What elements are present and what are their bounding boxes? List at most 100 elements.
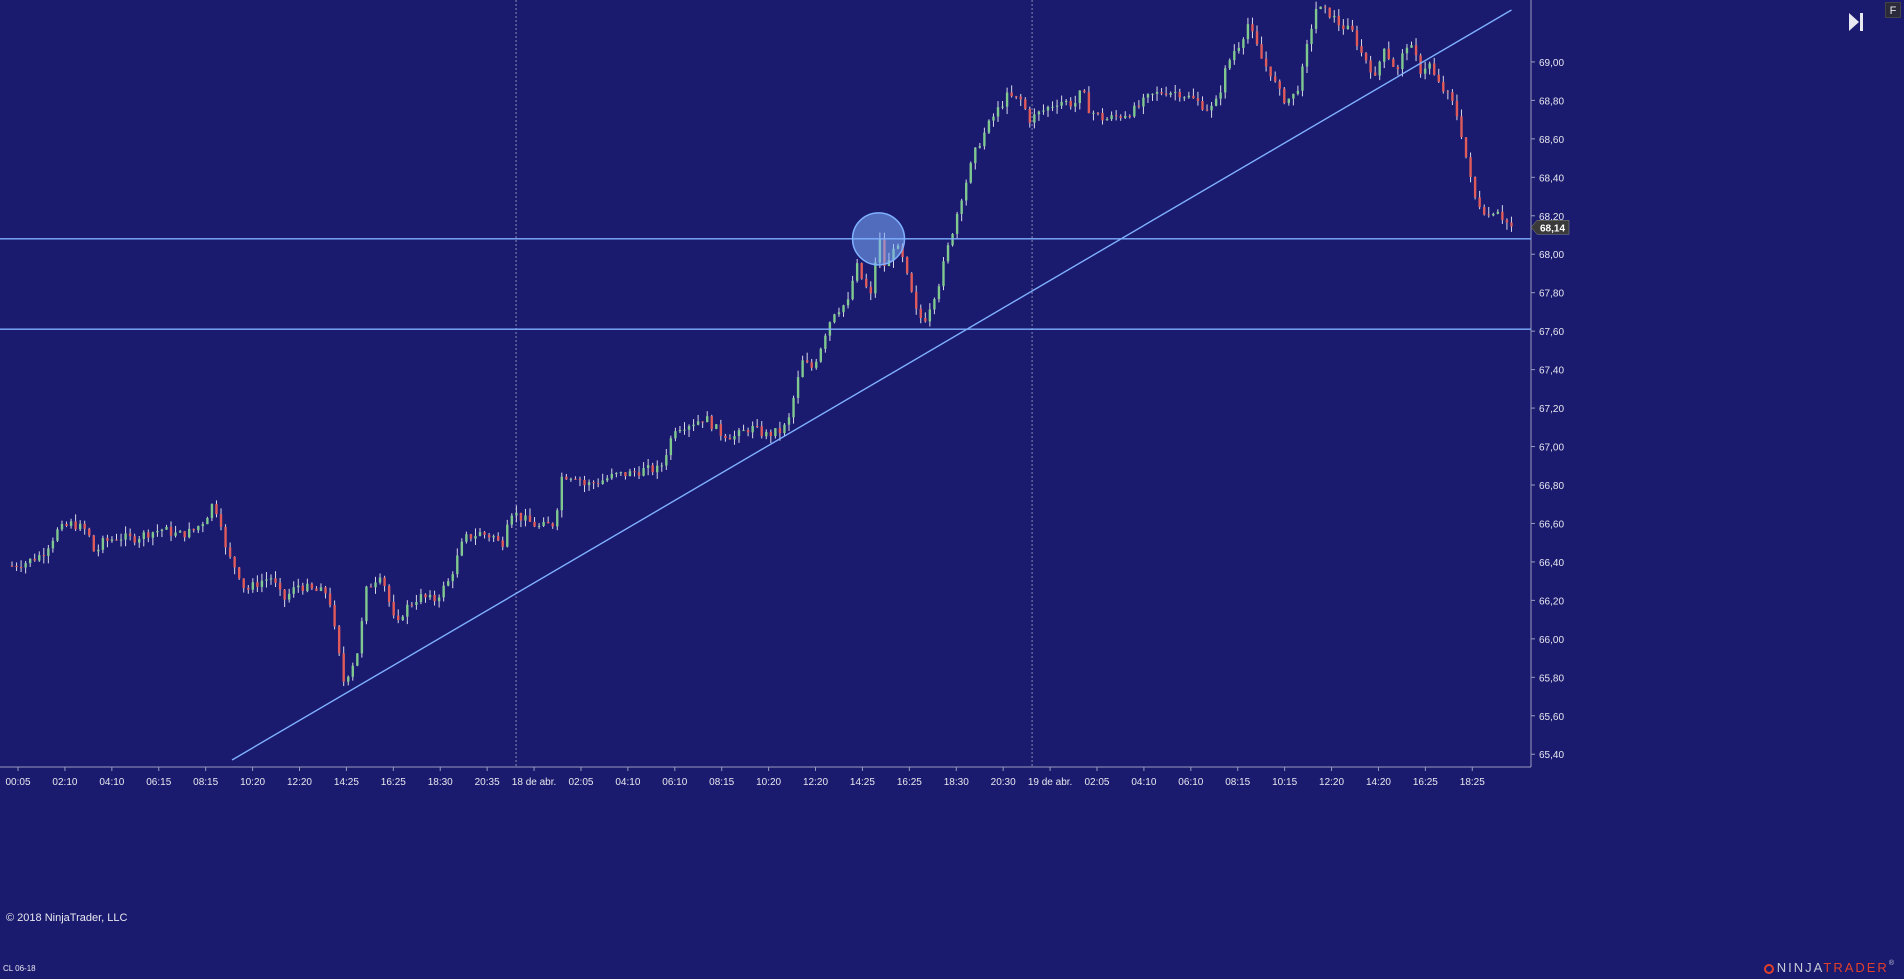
candle-down — [424, 594, 427, 598]
candle-up — [201, 524, 205, 527]
candle-up — [506, 524, 509, 547]
candle-up — [674, 431, 677, 439]
price-tick-label: 66,60 — [1539, 519, 1564, 530]
candle-down — [383, 577, 386, 586]
candle-down — [274, 578, 277, 583]
price-tick-label: 67,60 — [1539, 327, 1564, 338]
candle-up — [715, 424, 718, 429]
candle-down — [910, 273, 913, 292]
candle-down — [392, 601, 395, 616]
candle-up — [656, 465, 659, 473]
candle-down — [324, 587, 327, 594]
price-tick-label: 68,40 — [1539, 173, 1564, 184]
candle-up — [615, 472, 618, 474]
candle-up — [1124, 115, 1127, 118]
candle-down — [869, 286, 872, 294]
candle-down — [1364, 52, 1368, 61]
price-tick-label: 68,80 — [1539, 96, 1564, 107]
time-tick-label: 20:35 — [475, 777, 500, 788]
candle-down — [1414, 45, 1418, 56]
candle-down — [1069, 100, 1072, 107]
candle-down — [1164, 93, 1168, 95]
candle-up — [928, 309, 932, 322]
candle-down — [487, 534, 491, 538]
candle-down — [528, 515, 532, 522]
candle-down — [1369, 60, 1372, 73]
candle-down — [65, 524, 68, 526]
time-tick-label: 04:10 — [615, 777, 640, 788]
candle-down — [397, 615, 400, 620]
candle-up — [874, 262, 877, 294]
candle-down — [283, 589, 286, 600]
candle-up — [983, 132, 986, 147]
candle-up — [374, 582, 377, 588]
candle-up — [610, 473, 613, 479]
candle-up — [1492, 213, 1495, 216]
candle-down — [710, 416, 713, 429]
logo-trader: TRADER — [1823, 960, 1889, 975]
ninjatrader-logo-icon — [1763, 964, 1774, 974]
candle-up — [110, 539, 114, 541]
time-tick-label: 04:10 — [99, 777, 124, 788]
candle-up — [965, 182, 968, 201]
candle-down — [915, 291, 918, 309]
price-tick-label: 66,00 — [1539, 635, 1564, 646]
candle-down — [237, 567, 241, 579]
candle-down — [1160, 92, 1163, 94]
candle-up — [996, 107, 1000, 117]
candle-down — [433, 594, 436, 602]
candle-down — [1255, 31, 1259, 45]
candle-up — [1074, 103, 1077, 107]
skip-forward-icon[interactable] — [1848, 12, 1864, 32]
candle-up — [951, 233, 954, 246]
candle-down — [924, 318, 927, 322]
candle-down — [128, 533, 132, 537]
candle-down — [724, 435, 727, 439]
candle-up — [1105, 119, 1109, 121]
candle-up — [824, 335, 827, 349]
candle-up — [678, 430, 682, 432]
f-button[interactable]: F — [1885, 2, 1901, 18]
candle-up — [419, 594, 423, 603]
candle-down — [1464, 137, 1468, 158]
candle-down — [778, 428, 782, 434]
candle-up — [428, 594, 432, 598]
candle-up — [706, 416, 709, 423]
candle-down — [1083, 90, 1086, 93]
candle-down — [633, 471, 636, 473]
ninjatrader-logo: NINJATRADER® — [1763, 960, 1896, 975]
candle-up — [815, 361, 818, 368]
candle-down — [247, 587, 250, 590]
time-tick-label: 18:30 — [428, 777, 453, 788]
time-tick-label: 12:20 — [1319, 777, 1344, 788]
candle-down — [905, 257, 909, 274]
candle-down — [1010, 92, 1013, 97]
candle-down — [1137, 105, 1141, 107]
candle-down — [1264, 58, 1268, 67]
candle-down — [1478, 197, 1481, 208]
time-tick-label: 12:20 — [803, 777, 828, 788]
candle-down — [192, 528, 195, 531]
candle-up — [1496, 211, 1500, 214]
trend-line — [231, 9, 1512, 761]
candle-down — [1387, 48, 1390, 59]
candle-down — [1087, 92, 1091, 114]
candle-up — [197, 526, 200, 531]
candle-up — [437, 597, 441, 602]
candle-down — [233, 556, 236, 568]
candle-up — [347, 676, 350, 682]
candle-up — [987, 120, 991, 133]
candle-up — [837, 312, 841, 315]
candle-up — [955, 213, 959, 234]
candle-up — [78, 523, 82, 530]
candle-down — [583, 479, 586, 486]
candle-up — [1169, 92, 1172, 95]
candle-down — [919, 308, 922, 319]
candle-down — [805, 360, 809, 363]
candle-up — [1033, 114, 1036, 123]
price-tick-label: 68,20 — [1539, 212, 1564, 223]
candle-up — [619, 472, 623, 474]
candle-up — [1383, 48, 1386, 62]
